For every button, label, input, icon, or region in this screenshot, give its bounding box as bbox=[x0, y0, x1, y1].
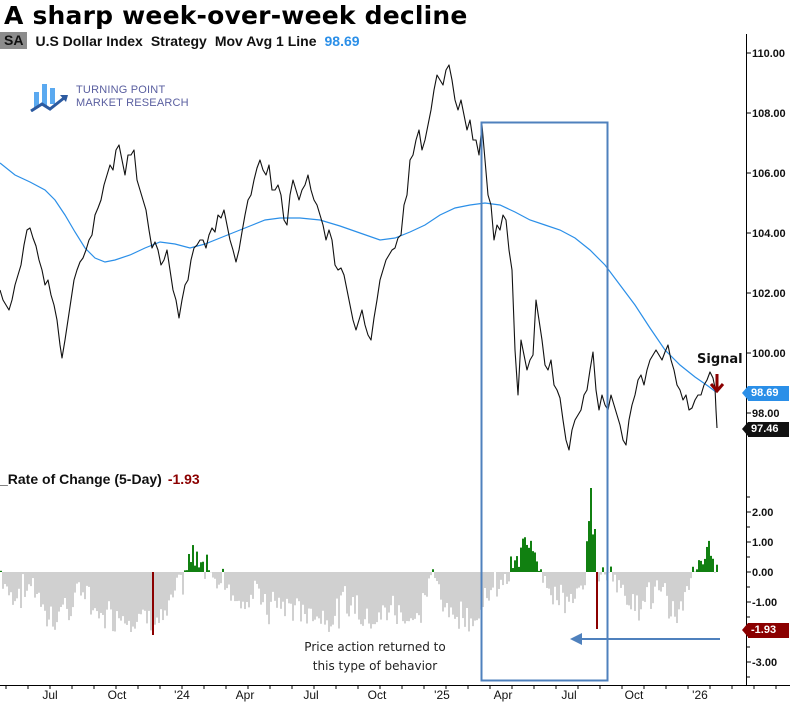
logo-chart-icon bbox=[30, 84, 68, 112]
annotation-text: Price action returned to this type of be… bbox=[280, 638, 470, 676]
annotation-line-1: Price action returned to bbox=[304, 640, 446, 654]
x-label-jul-25: Jul bbox=[561, 688, 576, 702]
x-label-oct-25: Oct bbox=[625, 688, 644, 702]
roc-tick-neg1: -1.00 bbox=[752, 597, 777, 609]
roc-y-axis: 2.00 1.00 0.00 -1.00 -3.00 bbox=[746, 496, 777, 678]
logo: TURNING POINT MARKET RESEARCH bbox=[30, 82, 189, 112]
x-label-2025: '25 bbox=[434, 688, 450, 702]
signal-label: Signal bbox=[697, 352, 743, 367]
roc-value-tag: -1.93 bbox=[742, 623, 789, 638]
instrument-name: U.S Dollar Index bbox=[35, 32, 143, 49]
x-label-2024: '24 bbox=[174, 688, 190, 702]
x-label-apr-24: Apr bbox=[236, 688, 255, 702]
moving-average-line bbox=[0, 162, 717, 393]
roc-tick-2: 2.00 bbox=[752, 507, 773, 519]
logo-line-2: MARKET RESEARCH bbox=[76, 97, 189, 109]
price-y-axis: 110.00 108.00 106.00 104.00 102.00 100.0… bbox=[746, 48, 786, 420]
x-label-2026: '26 bbox=[692, 688, 708, 702]
indicator-label: Mov Avg 1 Line bbox=[214, 32, 317, 49]
annotation-line-2: this type of behavior bbox=[312, 659, 438, 673]
roc-tick-1: 1.00 bbox=[752, 537, 773, 549]
symbol-badge: SA bbox=[0, 32, 28, 49]
price-value-tag: 97.46 bbox=[742, 422, 789, 437]
x-label-oct-24: Oct bbox=[368, 688, 387, 702]
roc-histogram bbox=[0, 488, 718, 635]
logo-line-1: TURNING POINT bbox=[76, 84, 166, 96]
y-tick-110: 110.00 bbox=[752, 48, 785, 60]
y-tick-108: 108.00 bbox=[752, 108, 786, 120]
return-arrow-icon bbox=[570, 633, 720, 645]
ma-value-tag: 98.69 bbox=[742, 386, 789, 401]
roc-label: _Rate of Change (5-Day) bbox=[0, 471, 162, 487]
x-axis: Jul Oct '24 Apr Jul Oct '25 Apr Jul Oct … bbox=[5, 685, 777, 702]
y-tick-98: 98.00 bbox=[752, 408, 780, 420]
x-label-apr-25: Apr bbox=[494, 688, 513, 702]
roc-value: -1.93 bbox=[167, 471, 200, 487]
x-label-jul-23: Jul bbox=[42, 688, 57, 702]
chart-title: A sharp week-over-week decline bbox=[4, 1, 468, 30]
y-tick-102: 102.00 bbox=[752, 288, 786, 300]
y-tick-106: 106.00 bbox=[752, 168, 786, 180]
signal-arrow-icon bbox=[709, 374, 725, 394]
highlight-box bbox=[480, 121, 609, 682]
price-legend: SA U.S Dollar Index Strategy Mov Avg 1 L… bbox=[0, 32, 360, 49]
roc-legend: _Rate of Change (5-Day) -1.93 bbox=[0, 471, 200, 487]
roc-tick-neg3: -3.00 bbox=[752, 657, 777, 669]
strategy-label: Strategy bbox=[150, 32, 207, 49]
price-line bbox=[0, 64, 718, 451]
y-tick-100: 100.00 bbox=[752, 348, 786, 360]
roc-tick-0: 0.00 bbox=[752, 567, 773, 579]
x-label-oct-23: Oct bbox=[108, 688, 127, 702]
x-label-jul-24: Jul bbox=[303, 688, 318, 702]
indicator-value: 98.69 bbox=[324, 32, 360, 49]
y-tick-104: 104.00 bbox=[752, 228, 786, 240]
